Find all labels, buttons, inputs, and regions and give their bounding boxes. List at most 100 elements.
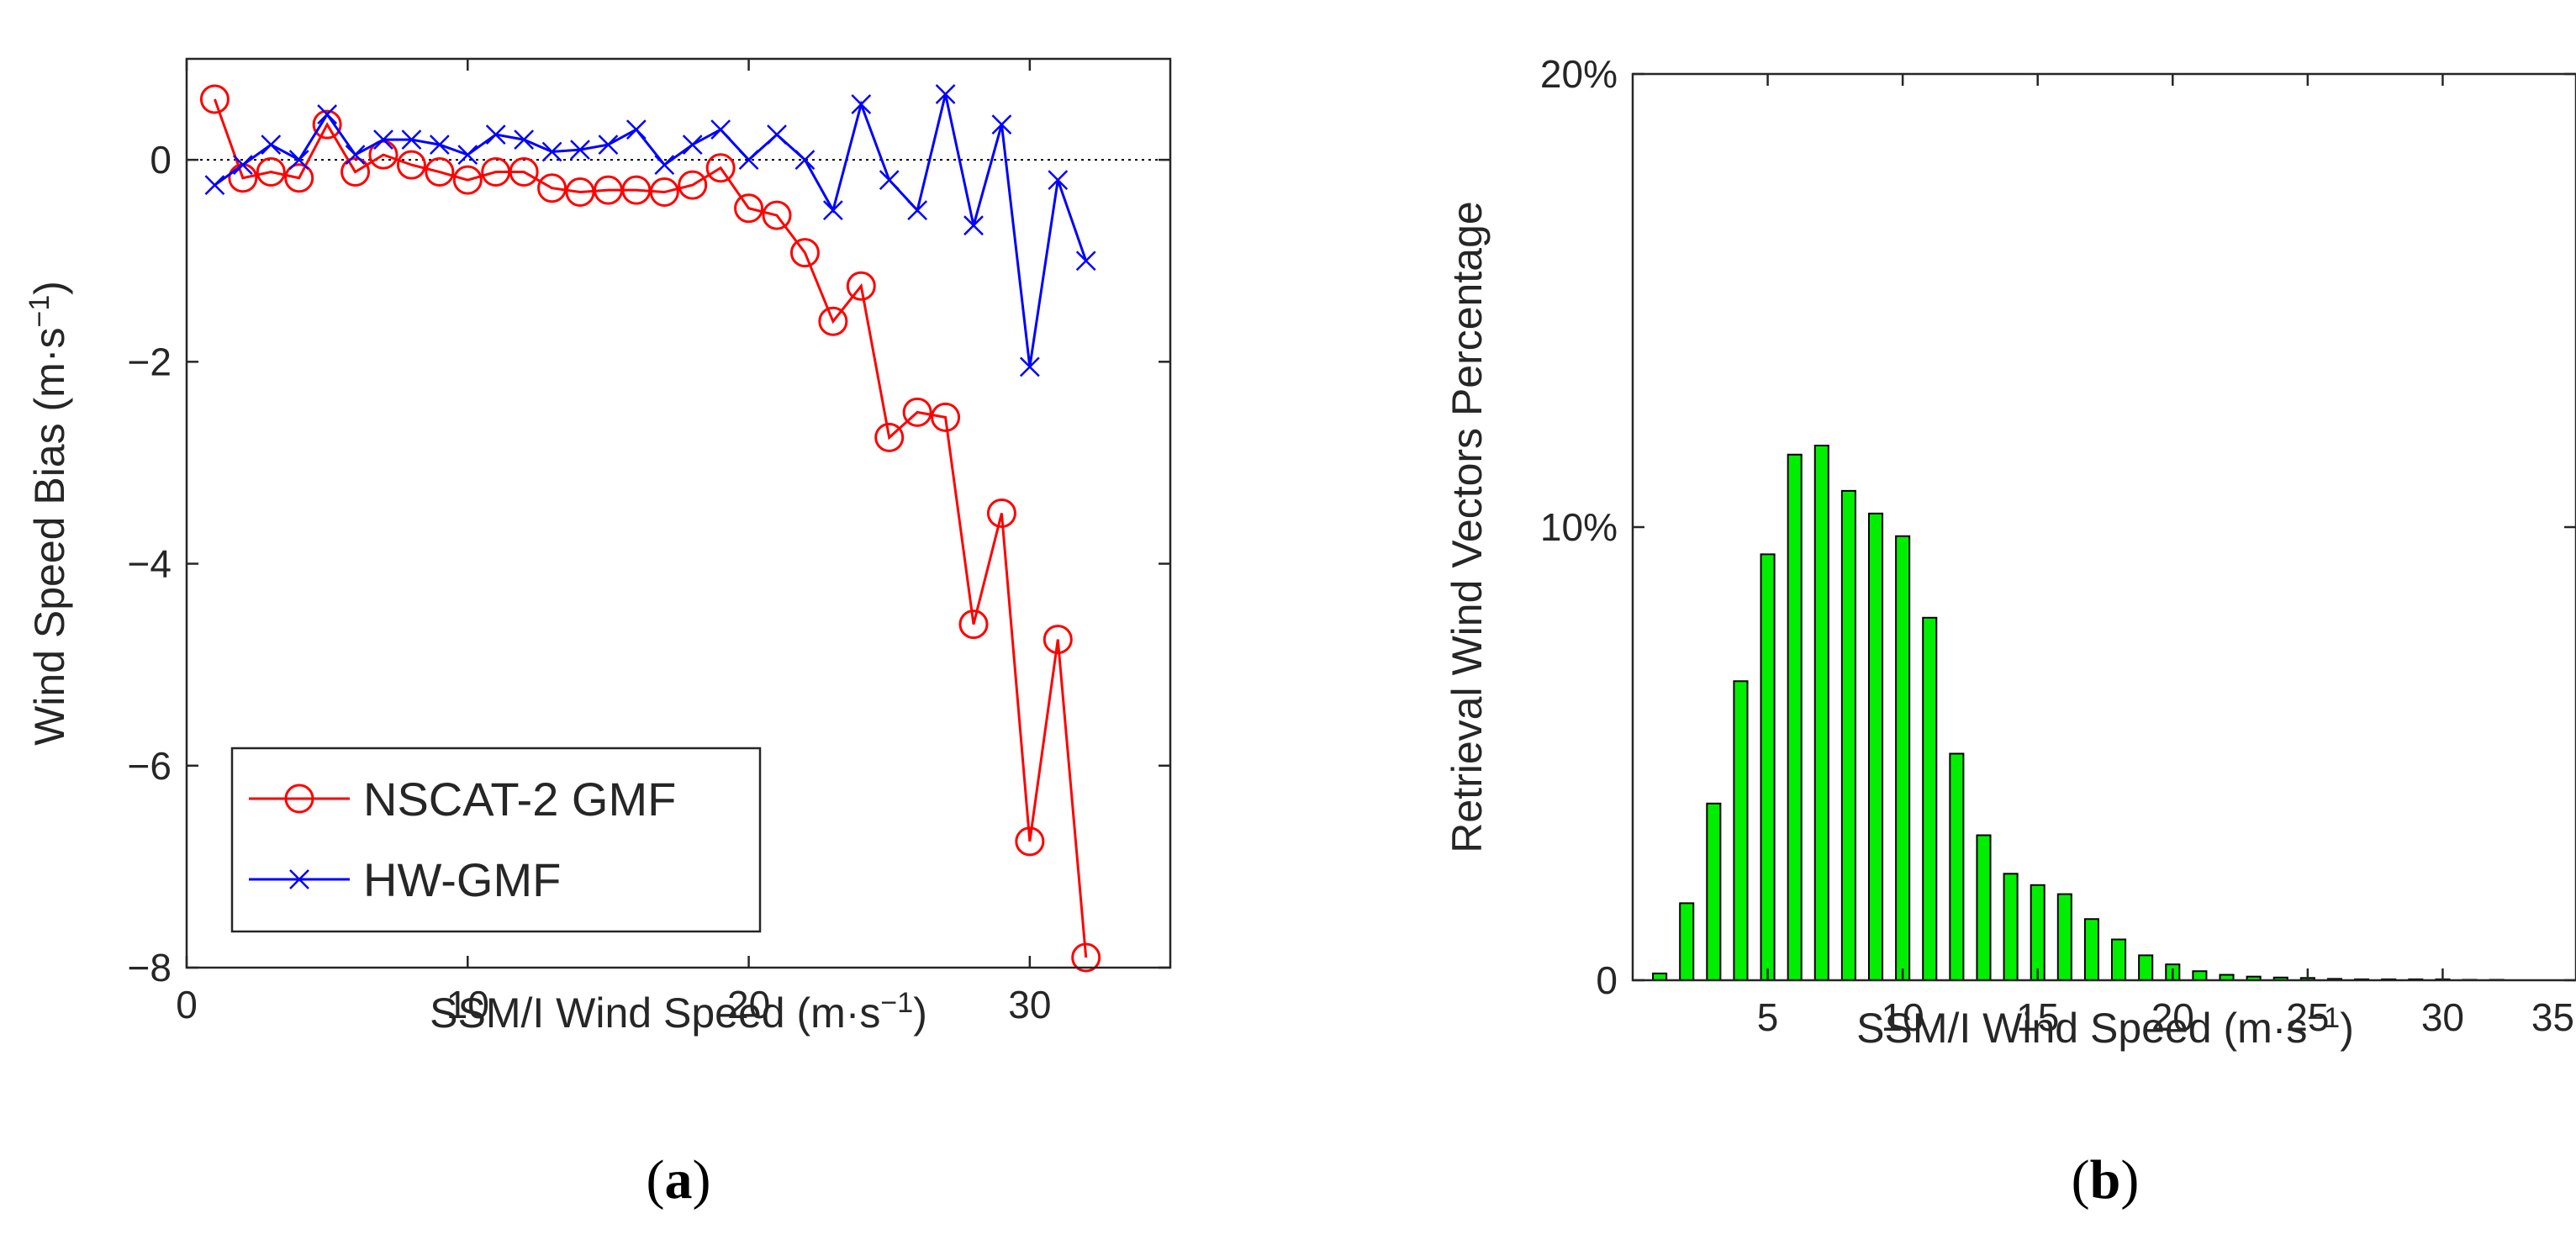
data-point-hw-gmf (963, 215, 984, 236)
data-point-hw-gmf (767, 124, 787, 145)
x-tick-label: 15 (2016, 995, 2059, 1039)
data-point-hw-gmf (401, 129, 422, 150)
y-tick-label: −4 (128, 542, 172, 586)
histogram-bar (1760, 553, 1776, 982)
panel-b-bar-chart: 5 10 15 20 25 30 35 0 10% 20% SSM/I Wind Speed (m·… (1444, 52, 2576, 1211)
panel-label-a-open: ( (647, 1149, 665, 1211)
histogram-bar (1679, 902, 1695, 981)
x-axis-label: SSM/I Wind Speed (m·s−1) (1856, 1002, 2354, 1052)
data-point-nscat2 (565, 177, 595, 208)
data-point-nscat2 (284, 163, 314, 193)
y-tick-label: 0 (150, 138, 172, 182)
data-point-nscat2 (425, 157, 455, 187)
panel-label-b-close: ) (2120, 1149, 2139, 1211)
x-tick-label: 30 (1008, 983, 1051, 1026)
y-tick-label: 20% (1540, 52, 1618, 96)
data-point-nscat2 (678, 170, 708, 200)
panel-label-b-letter: b (2090, 1149, 2121, 1211)
data-point-nscat2 (902, 397, 932, 427)
data-point-nscat2 (509, 157, 539, 187)
y-axis-label-main: Wind Speed Bias (m·s (26, 328, 73, 746)
histogram-bar (2030, 884, 2045, 982)
x-tick-label: 0 (176, 983, 198, 1026)
histogram-bar (1868, 512, 1884, 981)
data-point-hw-gmf (429, 135, 450, 155)
legend-marker-hw-gmf (289, 869, 309, 889)
x-tick-label: 20 (727, 983, 770, 1026)
data-point-hw-gmf (232, 155, 253, 176)
y-axis-label-main: Retrieval Wind Vectors Percentage (1444, 201, 1491, 852)
histogram-bar (1949, 752, 1965, 981)
data-point-hw-gmf (879, 170, 900, 191)
data-point-hw-gmf (822, 200, 843, 221)
histogram-bar (2192, 970, 2208, 981)
data-point-hw-gmf (907, 200, 928, 221)
data-point-hw-gmf (317, 104, 338, 124)
x-tick-label: 10 (446, 983, 489, 1026)
data-point-nscat2 (705, 153, 736, 183)
data-point-hw-gmf (710, 119, 731, 140)
data-point-hw-gmf (514, 129, 535, 150)
x-axis-label-main: SSM/I Wind Speed (m·s (430, 989, 880, 1037)
x-axis-label-sup: −1 (880, 987, 913, 1019)
data-point-nscat2 (621, 175, 652, 205)
histogram-bar (1976, 834, 1992, 982)
data-point-nscat2 (931, 402, 961, 432)
x-axis-label: SSM/I Wind Speed (m·s−1) (430, 987, 927, 1037)
data-point-nscat2 (396, 150, 426, 180)
x-tick-label: 35 (2531, 995, 2574, 1039)
x-tick-label: 30 (2421, 995, 2464, 1039)
data-point-nscat2 (1043, 625, 1073, 655)
axes-box (185, 57, 1172, 969)
data-point-nscat2 (762, 200, 792, 230)
data-point-hw-gmf (204, 175, 225, 196)
legend-box (230, 747, 762, 933)
x-axis-label-main: SSM/I Wind Speed (m·s (1856, 1005, 2307, 1052)
data-point-hw-gmf (570, 140, 590, 160)
histogram-bar (2083, 918, 2099, 981)
data-point-hw-gmf (682, 135, 703, 155)
y-tick-label: 10% (1540, 505, 1618, 549)
data-point-hw-gmf (654, 155, 675, 176)
histogram-bar (1733, 680, 1749, 981)
data-point-nscat2 (256, 157, 286, 187)
data-point-nscat2 (1071, 942, 1101, 973)
x-axis-label-close: ) (913, 989, 927, 1037)
x-tick-label: 10 (1882, 995, 1924, 1039)
data-point-nscat2 (199, 84, 230, 114)
data-point-nscat2 (1015, 826, 1045, 857)
data-point-nscat2 (452, 165, 483, 195)
data-point-nscat2 (986, 499, 1016, 528)
y-axis-label-sup: −1 (24, 295, 55, 328)
legend-label-nscat2: NSCAT-2 GMF (363, 773, 676, 826)
data-point-hw-gmf (598, 135, 619, 155)
data-point-nscat2 (818, 306, 848, 336)
histogram-bar (1840, 489, 1856, 981)
panel-label-a: (a) (647, 1149, 711, 1211)
y-tick-label: −8 (128, 946, 172, 989)
data-point-hw-gmf (851, 94, 872, 114)
y-axis-label: Wind Speed Bias (m·s−1) (24, 281, 73, 746)
data-point-nscat2 (734, 193, 764, 224)
x-tick-label: 25 (2286, 995, 2329, 1039)
histogram-bar (1706, 802, 1722, 981)
legend: NSCAT-2 GMF HW-GMF (230, 747, 762, 933)
data-point-nscat2 (649, 177, 679, 208)
panel-label-a-letter: a (665, 1149, 693, 1211)
data-point-nscat2 (537, 173, 567, 203)
data-point-hw-gmf (373, 129, 393, 150)
y-tick-label: −6 (128, 744, 172, 788)
data-point-nscat2 (368, 140, 399, 170)
x-axis-label-close: ) (2340, 1005, 2354, 1052)
legend-label-hw-gmf: HW-GMF (363, 853, 561, 906)
data-point-nscat2 (789, 238, 820, 268)
histogram-bar (2111, 938, 2127, 981)
data-point-hw-gmf (1075, 251, 1096, 272)
panel-label-a-close: ) (693, 1149, 711, 1211)
y-tick-label: −2 (128, 340, 172, 383)
data-point-nscat2 (340, 157, 371, 187)
legend-marker-nscat2 (284, 784, 314, 814)
histogram-bar (2056, 893, 2072, 981)
data-point-hw-gmf (1019, 356, 1040, 377)
